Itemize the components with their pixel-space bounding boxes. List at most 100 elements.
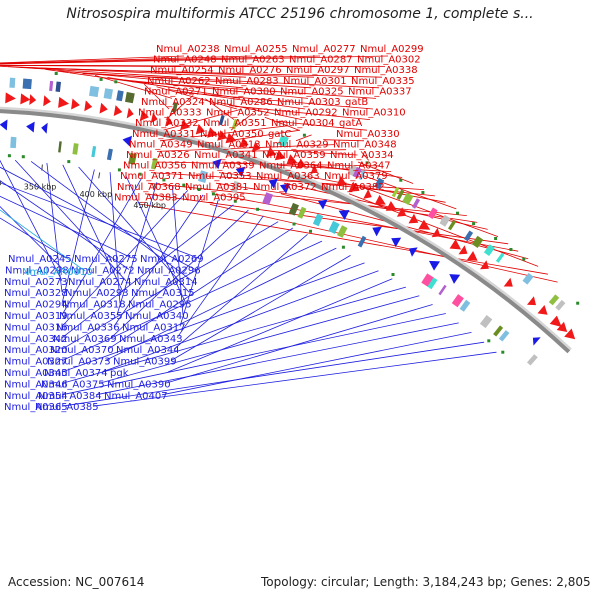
callout-line xyxy=(94,75,173,99)
callout-line xyxy=(0,209,86,272)
orf-marker xyxy=(292,222,296,226)
callout-line xyxy=(217,101,303,120)
forward-cds-arrow xyxy=(310,164,318,175)
reverse-cds-arrow xyxy=(235,166,246,177)
forward-cog-block xyxy=(464,230,474,242)
forward-gene-label: Nmul_A0277 xyxy=(292,44,356,55)
reverse-gene-label: Nmul_A0344 xyxy=(116,345,180,356)
callout-line xyxy=(360,151,370,161)
callout-line xyxy=(351,182,499,237)
reverse-cds-arrow xyxy=(268,178,278,189)
reverse-gene-label: Nmul_A0296 xyxy=(137,265,201,276)
callout-line xyxy=(348,193,539,267)
orf-marker xyxy=(233,199,237,203)
reverse-cds-arrow xyxy=(212,158,222,170)
reverse-cog-block xyxy=(498,330,510,342)
forward-cds-arrow xyxy=(296,158,307,169)
orf-marker xyxy=(21,155,25,159)
forward-cds-arrow xyxy=(239,137,249,148)
callout-line xyxy=(276,121,368,131)
forward-gene-label: Nmul_A0300 xyxy=(212,86,276,97)
reverse-gene-label: Nmul_A0273 xyxy=(4,277,68,288)
callout-line xyxy=(289,161,403,178)
callout-line xyxy=(61,341,485,407)
forward-cog-block xyxy=(103,88,113,100)
callout-line xyxy=(61,221,279,350)
callout-line xyxy=(61,178,142,316)
orf-marker xyxy=(117,168,121,172)
reverse-gene-label: Nmul_A0370 xyxy=(50,345,114,356)
callout-line xyxy=(286,172,446,203)
reverse-cog-block xyxy=(493,325,504,337)
callout-line xyxy=(131,81,377,99)
reverse-gene-label: Nmul_A0327 xyxy=(4,357,68,368)
orf-marker xyxy=(391,273,395,276)
orf-marker xyxy=(138,172,142,176)
reverse-cds-arrow xyxy=(122,135,132,147)
callout-line xyxy=(144,193,509,245)
forward-cog-block xyxy=(483,244,495,256)
reverse-gene-label: Nmul_A0298 xyxy=(5,265,69,276)
forward-cds-arrow xyxy=(113,105,123,116)
forward-gene-label: Nmul_A0334 xyxy=(330,150,394,161)
reverse-gene-label: Nmul_A0314 xyxy=(134,277,198,288)
forward-cds-arrow xyxy=(84,100,93,112)
forward-cds-arrow xyxy=(348,181,360,192)
forward-gene-label: Nmul_A0254 xyxy=(150,65,214,76)
reverse-gene-label: Nmul_A0355 xyxy=(59,311,123,322)
forward-cds-arrow xyxy=(139,110,149,121)
forward-gene-label: Nmul_A0326 xyxy=(126,150,190,161)
reverse-gene-label: pgk xyxy=(110,368,129,379)
forward-cog-block xyxy=(374,177,385,190)
reverse-cds-arrow xyxy=(449,274,461,284)
forward-cds-arrow xyxy=(556,321,568,332)
orf-marker xyxy=(509,248,513,251)
callout-line xyxy=(224,149,347,152)
callout-line xyxy=(61,313,446,396)
reverse-gene-label: Nmul_A0369 xyxy=(53,334,117,345)
forward-gene-label: Nmul_A0339 xyxy=(191,161,255,172)
forward-gene-label: Nmul_A0303 xyxy=(277,97,341,108)
forward-cds-arrow xyxy=(225,132,237,144)
orf-marker xyxy=(365,161,369,165)
forward-cds-arrow xyxy=(217,130,228,141)
callout-line xyxy=(113,194,204,327)
forward-cog-block xyxy=(448,220,457,231)
callout-line xyxy=(156,86,238,110)
forward-cog-block xyxy=(396,189,405,200)
callout-line xyxy=(0,166,196,270)
forward-cog-block xyxy=(522,272,534,285)
forward-gene-label: Nmul_A0324 xyxy=(141,97,205,108)
orf-marker xyxy=(487,339,491,343)
rna-gene-label: Nmul_AR0010 xyxy=(22,267,93,278)
forward-gene-label: Nmul_A0271 xyxy=(144,86,208,97)
reverse-cog-block xyxy=(288,202,299,216)
forward-gene-label: Nmul_A0372 xyxy=(253,182,317,193)
forward-cds-arrow xyxy=(527,296,536,306)
reverse-cog-block xyxy=(479,315,493,329)
orf-marker xyxy=(341,245,345,249)
reverse-gene-label: Nmul_A0407 xyxy=(104,391,168,402)
forward-gene-label: gatA xyxy=(339,118,362,129)
forward-cds-arrow xyxy=(385,201,398,211)
callout-line xyxy=(143,83,170,110)
accession-text: Accession: NC_007614 xyxy=(8,575,145,589)
orf-marker xyxy=(54,72,58,75)
reverse-cds-arrow xyxy=(408,247,418,257)
reverse-cds-arrow xyxy=(372,226,382,237)
forward-cds-arrow xyxy=(20,93,31,105)
callout-line xyxy=(292,151,358,156)
forward-gene-label: Nmul_A0352 xyxy=(206,108,270,119)
scale-tick-label: 300 kbp xyxy=(0,179,2,188)
forward-cds-arrow xyxy=(537,305,548,315)
forward-cog-block xyxy=(172,102,178,113)
reverse-gene-label: Nmul_A0342 xyxy=(4,334,68,345)
forward-cog-block xyxy=(358,169,366,181)
reverse-gene-label: Nmul_A0328 xyxy=(4,288,68,299)
reverse-cog-block xyxy=(91,146,97,158)
callout-line xyxy=(0,65,386,67)
forward-gene-label: Nmul_A0331 xyxy=(132,129,196,140)
forward-gene-label: Nmul_A0248 xyxy=(153,55,217,66)
feature-tracks xyxy=(0,72,580,366)
forward-cds-arrow xyxy=(503,277,513,287)
